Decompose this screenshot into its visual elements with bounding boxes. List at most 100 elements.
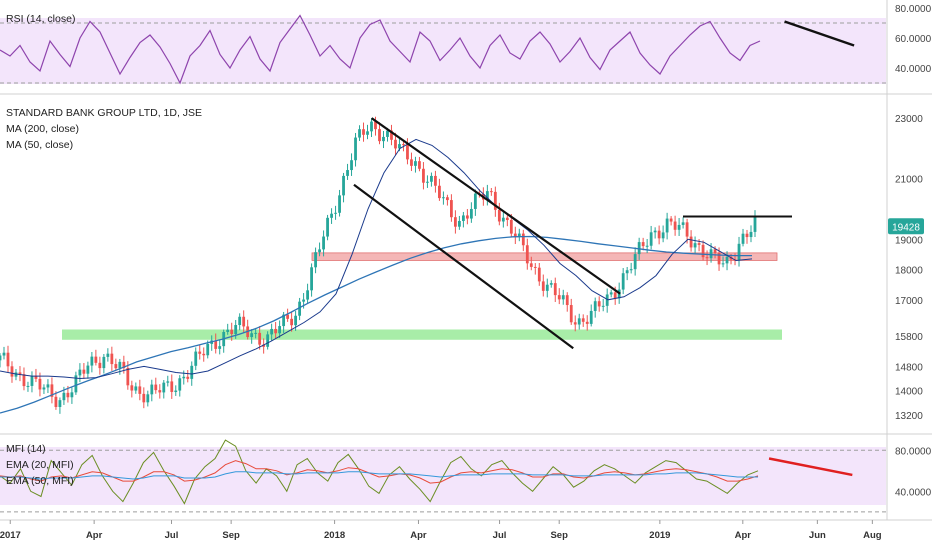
candle-body [414,161,417,166]
candle-body [438,185,441,199]
candle-body [114,364,118,369]
candle-body [509,220,513,234]
candle-body [581,318,585,322]
rsi-panel[interactable]: RSI (14, close) 80.0000 60.0000 40.0000 [0,4,932,85]
x-tick-label: Apr [735,530,752,541]
candle-body [166,381,170,383]
candle-body [629,269,633,271]
candle-body [14,372,18,377]
candle-body [250,333,254,338]
ma50-line [0,138,753,380]
price-panel[interactable]: STANDARD BANK GROUP LTD, 1D, JSE MA (200… [0,107,924,422]
mfi-tick-label: 40.0000 [895,487,932,498]
candle-body [525,245,529,264]
support-zone[interactable] [62,329,782,340]
candle-body [737,243,741,260]
rsi-trendline[interactable] [784,20,855,47]
ma200-line [0,235,752,414]
price-channel[interactable] [353,117,621,350]
candle-body [6,352,10,367]
price-tick-label: 23000 [895,114,923,125]
candle-body [653,230,657,233]
candle-body [625,270,629,274]
mfi-line [0,439,759,505]
candle-body [142,393,146,403]
candle-body [422,168,425,183]
candle-body [218,346,222,349]
ema50-line [0,471,758,480]
candle-body [665,218,669,233]
candle-body [442,197,445,199]
candle-body [749,231,753,238]
candle-body [569,305,573,323]
candle-body [489,191,493,193]
candle-body [0,355,2,361]
candle-body [58,400,62,407]
candle-body [585,321,589,324]
x-tick-label: Jul [165,530,179,541]
candle-body [434,175,437,186]
candle-body [258,332,262,345]
x-tick-label: 2018 [324,530,345,541]
candle-body [669,218,673,222]
candle-body [537,267,541,282]
candle-body [90,356,94,366]
candle-body [597,301,601,307]
candle-body [685,222,689,237]
price-candles [0,116,757,414]
candle-body [330,213,333,218]
candle-body [362,129,365,135]
candle-body [637,242,641,255]
x-tick-label: Apr [86,530,103,541]
x-tick-label: Sep [222,530,240,541]
price-tick-label: 17000 [895,296,923,307]
price-tick-label: 14800 [895,362,923,373]
candle-body [645,245,649,247]
resistance-zone[interactable] [311,252,778,261]
rsi-y-ticks: 80.0000 60.0000 40.0000 [895,4,932,75]
candle-body [677,224,681,230]
candle-body [318,249,321,253]
candle-body [342,175,345,196]
x-tick-label: Jul [493,530,507,541]
candle-body [214,340,218,349]
x-tick-label: Sep [550,530,568,541]
rsi-tick-label: 60.0000 [895,34,932,45]
x-tick-label: Jun [809,530,826,541]
candle-body [406,144,409,160]
candle-body [262,344,266,347]
candle-body [118,361,122,369]
candle-body [545,284,549,291]
candle-body [485,191,489,200]
candle-body [154,384,158,391]
last-price-tag: 19428 [888,218,924,235]
candle-body [689,236,693,248]
candle-body [46,384,50,388]
candle-body [34,375,38,379]
candle-body [242,316,246,327]
x-tick-label: 2019 [649,530,670,541]
candle-body [386,130,389,137]
channel-line-0[interactable] [371,117,621,295]
mfi-trendline[interactable] [768,457,853,477]
candle-body [298,301,302,316]
candle-body [174,390,178,392]
candle-body [505,217,509,221]
ema50-label: EMA (50, MFI) [6,475,74,487]
candle-body [314,252,317,268]
candle-body [753,216,757,232]
candle-body [294,315,298,326]
candle-body [450,200,453,218]
rsi-bands [0,22,886,84]
candle-body [465,215,469,219]
candle-body [649,232,653,246]
candle-body [146,394,150,403]
mfi-panel[interactable]: MFI (14) EMA (20, MFI) EMA (50, MFI) 80.… [0,439,932,513]
candle-body [266,334,270,347]
candle-body [2,352,6,356]
channel-line-1[interactable] [353,183,574,350]
candle-body [541,281,545,291]
candle-body [182,376,186,379]
candle-body [150,384,154,395]
